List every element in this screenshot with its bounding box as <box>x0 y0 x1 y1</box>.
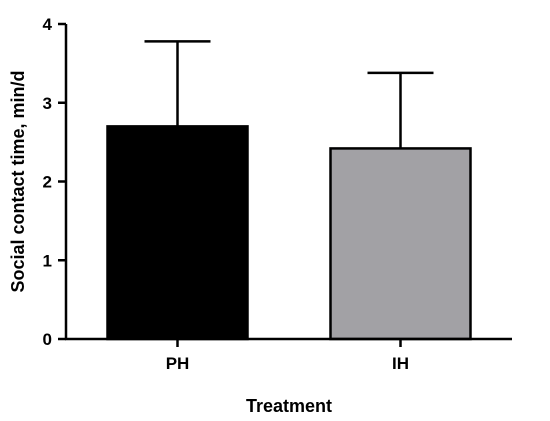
x-tick-label-ph: PH <box>166 354 190 373</box>
y-tick-label: 0 <box>43 330 52 349</box>
x-ticks: PH IH <box>166 339 409 373</box>
y-ticks: 0 1 2 3 4 <box>43 15 66 349</box>
error-bars-layer <box>144 40 434 149</box>
x-tick-label-ih: IH <box>392 354 409 373</box>
bar-ph <box>106 125 249 341</box>
y-tick-label: 4 <box>43 15 53 34</box>
x-axis-title: Treatment <box>246 396 332 416</box>
y-tick-label: 2 <box>43 173 52 192</box>
bar-ih <box>329 147 472 341</box>
bars-layer <box>106 125 472 341</box>
y-tick-label: 3 <box>43 94 52 113</box>
y-axis-title: Social contact time, min/d <box>8 70 28 292</box>
y-tick-label: 1 <box>43 251 52 270</box>
